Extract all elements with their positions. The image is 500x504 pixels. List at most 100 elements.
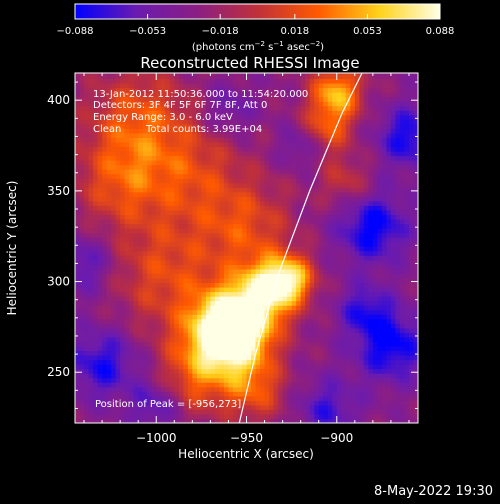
heatmap-cell	[129, 278, 134, 283]
heatmap-cell	[296, 400, 301, 405]
heatmap-cell	[125, 251, 130, 256]
heatmap-cell	[129, 183, 134, 188]
heatmap-cell	[350, 133, 355, 138]
heatmap-cell	[179, 210, 184, 215]
heatmap-cell	[364, 205, 369, 210]
heatmap-cell	[287, 341, 292, 346]
heatmap-cell	[179, 160, 184, 165]
heatmap-cell	[328, 219, 333, 224]
heatmap-cell	[75, 301, 80, 306]
heatmap-cell	[310, 151, 315, 156]
heatmap-cell	[346, 332, 351, 337]
heatmap-cell	[93, 165, 98, 170]
heatmap-cell	[260, 156, 265, 161]
heatmap-cell	[328, 346, 333, 351]
heatmap-cell	[301, 282, 306, 287]
heatmap-cell	[404, 391, 409, 396]
heatmap-cell	[161, 314, 166, 319]
heatmap-cell	[247, 405, 252, 410]
heatmap-cell	[174, 214, 179, 219]
heatmap-cell	[346, 219, 351, 224]
heatmap-cell	[260, 160, 265, 165]
heatmap-cell	[368, 156, 373, 161]
heatmap-cell	[386, 391, 391, 396]
heatmap-cell	[359, 201, 364, 206]
heatmap-cell	[98, 160, 103, 165]
heatmap-cell	[269, 310, 274, 315]
heatmap-cell	[224, 269, 229, 274]
heatmap-cell	[183, 165, 188, 170]
heatmap-cell	[332, 187, 337, 192]
heatmap-cell	[206, 137, 211, 142]
heatmap-cell	[165, 287, 170, 292]
heatmap-cell	[138, 287, 143, 292]
heatmap-cell	[152, 137, 157, 142]
heatmap-cell	[368, 400, 373, 405]
heatmap-cell	[296, 396, 301, 401]
heatmap-cell	[377, 228, 382, 233]
heatmap-cell	[328, 328, 333, 333]
heatmap-cell	[274, 146, 279, 151]
heatmap-cell	[188, 246, 193, 251]
heatmap-cell	[228, 146, 233, 151]
heatmap-cell	[102, 287, 107, 292]
heatmap-cell	[98, 210, 103, 215]
heatmap-cell	[350, 233, 355, 238]
heatmap-cell	[233, 260, 238, 265]
heatmap-cell	[201, 246, 206, 251]
heatmap-cell	[89, 142, 94, 147]
heatmap-cell	[107, 187, 112, 192]
heatmap-cell	[224, 192, 229, 197]
heatmap-cell	[102, 205, 107, 210]
heatmap-cell	[134, 214, 139, 219]
heatmap-cell	[341, 183, 346, 188]
heatmap-cell	[152, 192, 157, 197]
heatmap-cell	[332, 405, 337, 410]
heatmap-cell	[228, 355, 233, 360]
heatmap-cell	[228, 201, 233, 206]
heatmap-cell	[165, 378, 170, 383]
heatmap-cell	[80, 405, 85, 410]
heatmap-cell	[355, 128, 360, 133]
heatmap-cell	[206, 183, 211, 188]
heatmap-cell	[305, 183, 310, 188]
heatmap-cell	[373, 160, 378, 165]
heatmap-cell	[260, 287, 265, 292]
heatmap-cell	[80, 142, 85, 147]
heatmap-cell	[125, 205, 130, 210]
heatmap-cell	[251, 301, 256, 306]
heatmap-cell	[75, 332, 80, 337]
heatmap-cell	[206, 305, 211, 310]
heatmap-cell	[319, 278, 324, 283]
heatmap-cell	[210, 146, 215, 151]
heatmap-cell	[170, 414, 175, 419]
heatmap-cell	[197, 192, 202, 197]
heatmap-cell	[111, 201, 116, 206]
heatmap-cell	[165, 364, 170, 369]
heatmap-cell	[84, 196, 89, 201]
heatmap-cell	[170, 210, 175, 215]
heatmap-cell	[256, 146, 261, 151]
heatmap-cell	[314, 273, 319, 278]
heatmap-cell	[404, 364, 409, 369]
heatmap-cell	[337, 328, 342, 333]
heatmap-cell	[332, 260, 337, 265]
heatmap-cell	[210, 319, 215, 324]
heatmap-cell	[210, 219, 215, 224]
heatmap-cell	[192, 273, 197, 278]
heatmap-cell	[359, 414, 364, 419]
heatmap-cell	[296, 373, 301, 378]
heatmap-cell	[143, 165, 148, 170]
heatmap-cell	[278, 282, 283, 287]
heatmap-cell	[377, 396, 382, 401]
heatmap-cell	[179, 242, 184, 247]
heatmap-cell	[269, 328, 274, 333]
heatmap-cell	[183, 301, 188, 306]
heatmap-cell	[89, 400, 94, 405]
heatmap-cell	[404, 224, 409, 229]
heatmap-cell	[404, 341, 409, 346]
heatmap-cell	[247, 278, 252, 283]
heatmap-cell	[197, 169, 202, 174]
heatmap-cell	[219, 246, 224, 251]
heatmap-cell	[161, 137, 166, 142]
